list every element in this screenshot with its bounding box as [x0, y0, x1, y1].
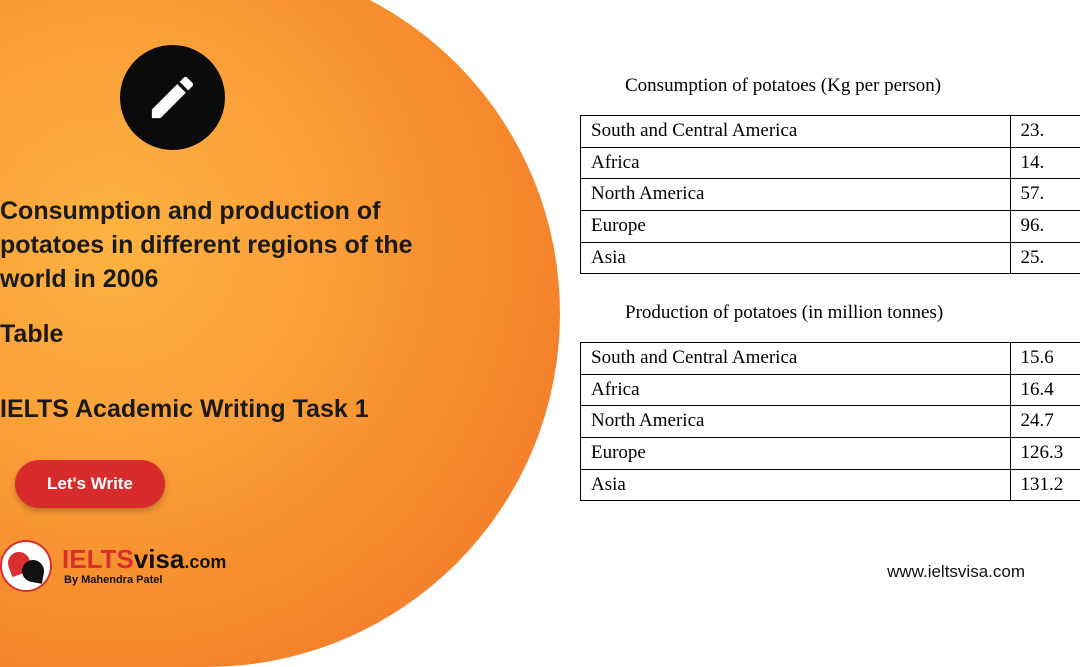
region-cell: South and Central America: [581, 116, 1011, 148]
value-cell: 126.3: [1010, 438, 1080, 470]
region-cell: North America: [581, 406, 1011, 438]
table-row: Asia25.: [581, 242, 1080, 274]
value-cell: 131.2: [1010, 469, 1080, 501]
region-cell: South and Central America: [581, 343, 1011, 375]
main-heading: Consumption and production of potatoes i…: [0, 195, 440, 296]
tables-region: Consumption of potatoes (Kg per person) …: [580, 75, 1080, 529]
value-cell: 57.: [1010, 179, 1080, 211]
brand-name-part3: .com: [184, 552, 226, 572]
table-row: Europe96.: [581, 210, 1080, 242]
table-row: Europe126.3: [581, 438, 1080, 470]
brand-name: IELTSvisa.com: [62, 546, 226, 572]
table1-title: Consumption of potatoes (Kg per person): [625, 75, 1080, 97]
region-cell: North America: [581, 179, 1011, 211]
pencil-icon-circle: [120, 45, 225, 150]
table-row: Asia131.2: [581, 469, 1080, 501]
region-cell: Asia: [581, 242, 1011, 274]
production-table: South and Central America15.6 Africa16.4…: [580, 342, 1080, 501]
website-url: www.ieltsvisa.com: [887, 562, 1025, 582]
value-cell: 23.: [1010, 116, 1080, 148]
value-cell: 25.: [1010, 242, 1080, 274]
table2-title: Production of potatoes (in million tonne…: [625, 302, 1080, 324]
region-cell: Africa: [581, 374, 1011, 406]
table-row: South and Central America23.: [581, 116, 1080, 148]
brand-byline: By Mahendra Patel: [64, 575, 226, 586]
subheading-task: IELTS Academic Writing Task 1: [0, 395, 369, 424]
brand-name-part2: visa: [134, 544, 185, 574]
lets-write-button[interactable]: Let's Write: [15, 460, 165, 508]
brand-logo-icon: [0, 540, 52, 592]
pencil-icon: [145, 70, 200, 125]
value-cell: 16.4: [1010, 374, 1080, 406]
region-cell: Europe: [581, 210, 1011, 242]
consumption-table: South and Central America23. Africa14. N…: [580, 115, 1080, 274]
brand-name-part1: IELTS: [62, 544, 134, 574]
value-cell: 96.: [1010, 210, 1080, 242]
brand-text: IELTSvisa.com By Mahendra Patel: [62, 546, 226, 586]
region-cell: Africa: [581, 147, 1011, 179]
brand-block: IELTSvisa.com By Mahendra Patel: [0, 540, 226, 592]
value-cell: 15.6: [1010, 343, 1080, 375]
value-cell: 24.7: [1010, 406, 1080, 438]
region-cell: Asia: [581, 469, 1011, 501]
table-row: Africa16.4: [581, 374, 1080, 406]
value-cell: 14.: [1010, 147, 1080, 179]
region-cell: Europe: [581, 438, 1011, 470]
table-row: Africa14.: [581, 147, 1080, 179]
table-row: North America57.: [581, 179, 1080, 211]
table-row: North America24.7: [581, 406, 1080, 438]
subheading-table: Table: [0, 320, 63, 349]
table-row: South and Central America15.6: [581, 343, 1080, 375]
